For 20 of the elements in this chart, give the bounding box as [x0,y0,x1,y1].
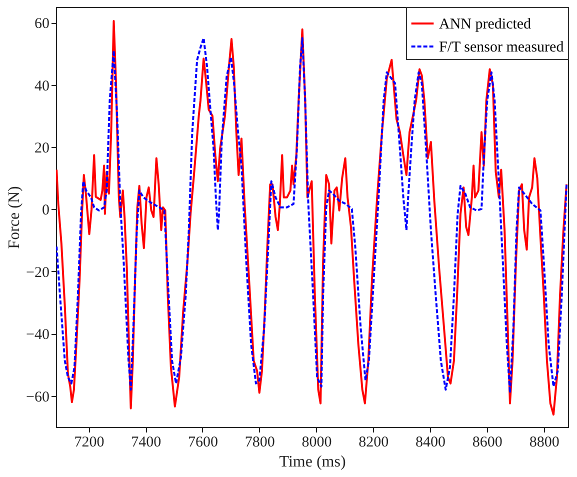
x-tick-label: 7600 [188,434,218,450]
x-tick-label: 8400 [416,434,446,450]
y-tick-label: 0 [42,202,50,219]
x-axis-title: Time (ms) [279,454,346,470]
y-axis-title: Force (N) [6,186,24,249]
y-tick-label: −60 [26,389,50,406]
x-tick-label: 8200 [358,434,389,450]
x-tick-label: 8800 [529,434,560,450]
y-tick-label: 60 [34,16,50,32]
x-tick-label: 7200 [74,434,104,450]
x-tick-label: 8600 [472,434,502,450]
legend-label: F/T sensor measured [439,40,564,56]
y-tick-label: 40 [34,78,50,94]
x-tick-label: 7800 [244,434,275,450]
x-tick-label: 7400 [131,434,162,450]
x-tick-label: 8000 [302,434,332,450]
y-tick-label: −40 [26,327,50,344]
y-tick-label: 20 [34,140,50,156]
legend-label: ANN predicted [439,16,532,32]
y-tick-label: −20 [26,264,50,281]
